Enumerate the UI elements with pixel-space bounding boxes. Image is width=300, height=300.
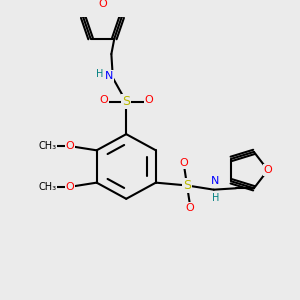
Text: H: H [96,69,104,79]
Text: CH₃: CH₃ [38,182,57,192]
Text: N: N [211,176,220,186]
Text: O: O [145,95,154,105]
Text: O: O [99,95,108,105]
Text: O: O [263,165,272,175]
Text: O: O [65,182,74,192]
Text: O: O [186,203,194,213]
Text: S: S [122,95,130,108]
Text: O: O [98,0,107,9]
Text: O: O [65,141,74,151]
Text: N: N [105,71,113,81]
Text: O: O [180,158,188,168]
Text: CH₃: CH₃ [38,141,57,151]
Text: H: H [212,193,219,202]
Text: S: S [183,179,191,192]
